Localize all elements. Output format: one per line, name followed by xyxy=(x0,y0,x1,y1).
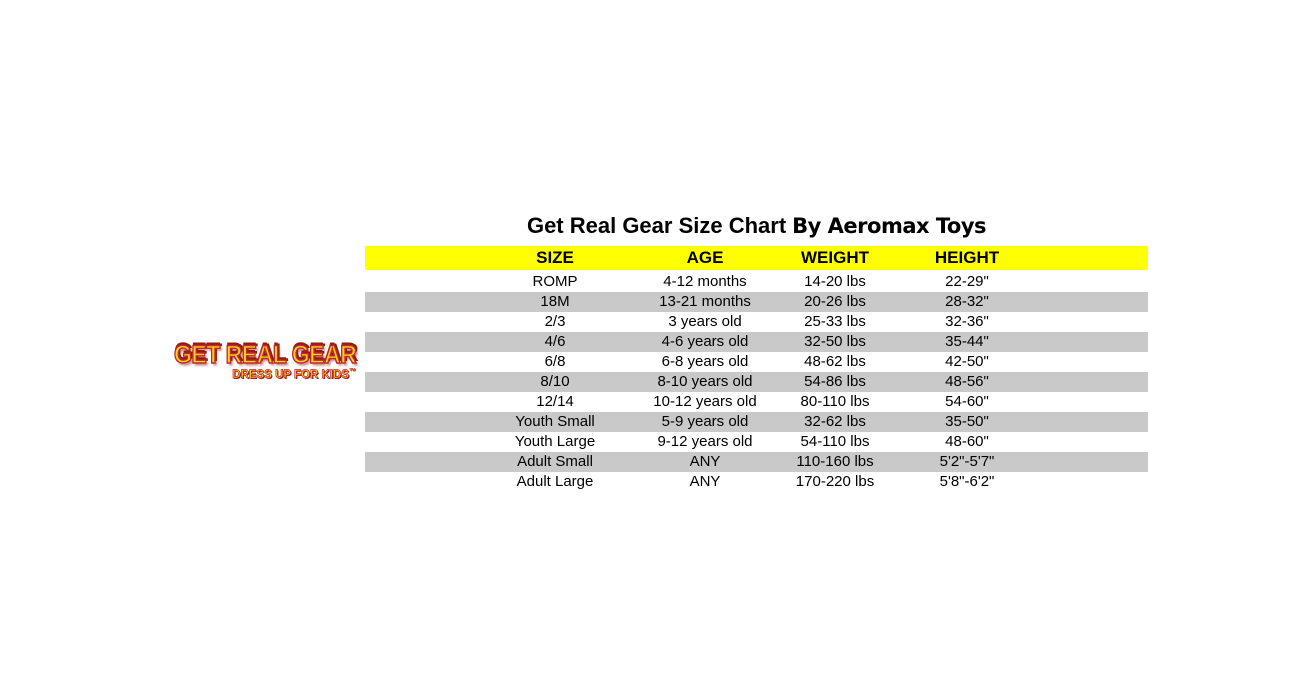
table-cell: 5'2"-5'7" xyxy=(939,453,995,470)
table-cell: 80-110 lbs xyxy=(800,393,870,410)
table-cell: 3 years old xyxy=(668,313,742,330)
table-row: 4/6 4-6 years old 32-50 lbs 35-44" xyxy=(365,332,1148,352)
table-cell: 32-36" xyxy=(945,313,989,330)
table-cell: 54-86 lbs xyxy=(804,373,866,390)
table-cell: 6/8 xyxy=(544,353,566,370)
table-row: 8/10 8-10 years old 54-86 lbs 48-56" xyxy=(365,372,1148,392)
table-cell: 42-50" xyxy=(945,353,989,370)
table-body: ROMP 4-12 months 14-20 lbs 22-29" 18M 13-21 m… xyxy=(365,272,1148,492)
table-cell: 8-10 years old xyxy=(657,373,753,390)
table-row: Adult Small ANY 110-160 lbs 5'2"-5'7" xyxy=(365,452,1148,472)
table-cell: 10-12 years old xyxy=(653,393,757,410)
page-title-by: By Aeromax Toys xyxy=(792,214,987,238)
table-cell: 18M xyxy=(540,293,570,310)
table-row: 12/14 10-12 years old 80-110 lbs 54-60" xyxy=(365,392,1148,412)
table-cell: 170-220 lbs xyxy=(795,473,875,490)
table-cell: 35-44" xyxy=(945,333,989,350)
table-cell: 32-50 lbs xyxy=(804,333,866,350)
table-row: 18M 13-21 months 20-26 lbs 28-32" xyxy=(365,292,1148,312)
table-cell: 12/14 xyxy=(536,393,574,410)
table-cell: Youth Small xyxy=(515,413,595,430)
table-cell: 28-32" xyxy=(945,293,989,310)
table-cell: 9-12 years old xyxy=(657,433,753,450)
table-cell: ROMP xyxy=(532,273,578,290)
table-row: Youth Small 5-9 years old 32-62 lbs 35-50" xyxy=(365,412,1148,432)
page-title: Get Real Gear Size Chart By Aeromax Toys xyxy=(365,213,1148,239)
table-cell: 14-20 lbs xyxy=(804,273,866,290)
table-cell: 13-21 months xyxy=(659,293,751,310)
table-cell: 22-29" xyxy=(945,273,989,290)
column-header-size: SIZE xyxy=(536,248,574,267)
table-cell: 54-110 lbs xyxy=(800,433,870,450)
table-cell: 25-33 lbs xyxy=(804,313,866,330)
size-chart-table: SIZE AGE WEIGHT HEIGHT ROMP 4-12 months 14… xyxy=(365,246,1148,492)
table-cell: 8/10 xyxy=(540,373,570,390)
table-cell: 48-60" xyxy=(945,433,989,450)
table-cell: 5'8"-6'2" xyxy=(939,473,995,490)
table-cell: 35-50" xyxy=(945,413,989,430)
table-cell: Youth Large xyxy=(514,433,596,450)
table-cell: Adult Small xyxy=(517,453,593,470)
column-header-age: AGE xyxy=(686,248,724,267)
table-cell: 4/6 xyxy=(544,333,566,350)
table-row: ROMP 4-12 months 14-20 lbs 22-29" xyxy=(365,272,1148,292)
page-title-main: Get Real Gear Size Chart xyxy=(526,213,787,238)
table-row: Adult Large ANY 170-220 lbs 5'8"-6'2" xyxy=(365,472,1148,492)
table-cell: 48-62 lbs xyxy=(804,353,866,370)
table-row: 6/8 6-8 years old 48-62 lbs 42-50" xyxy=(365,352,1148,372)
table-cell: 4-6 years old xyxy=(661,333,749,350)
table-cell: 2/3 xyxy=(544,313,566,330)
table-cell: 6-8 years old xyxy=(661,353,749,370)
logo-tagline-text: DRESS UP FOR KIDS xyxy=(232,368,349,381)
table-cell: 20-26 lbs xyxy=(804,293,866,310)
get-real-gear-logo: GET REAL GEAR DRESS UP FOR KIDS™ xyxy=(173,339,357,381)
table-cell: Adult Large xyxy=(516,473,594,490)
table-cell: 54-60" xyxy=(945,393,989,410)
table-cell: 4-12 months xyxy=(663,273,747,290)
logo-wordmark: GET REAL GEAR xyxy=(173,339,357,369)
logo-tagline: DRESS UP FOR KIDS™ xyxy=(174,368,356,381)
table-cell: 110-160 lbs xyxy=(796,453,874,470)
table-cell: 5-9 years old xyxy=(661,413,749,430)
trademark-symbol: ™ xyxy=(349,368,356,375)
table-cell: 32-62 lbs xyxy=(804,413,866,430)
table-cell: ANY xyxy=(689,453,721,470)
column-header-weight: WEIGHT xyxy=(801,248,869,267)
table-header-row: SIZE AGE WEIGHT HEIGHT xyxy=(365,246,1148,270)
table-row: 2/3 3 years old 25-33 lbs 32-36" xyxy=(365,312,1148,332)
table-cell: 48-56" xyxy=(945,373,989,390)
table-row: Youth Large 9-12 years old 54-110 lbs 48-60… xyxy=(365,432,1148,452)
table-cell: ANY xyxy=(689,473,721,490)
column-header-height: HEIGHT xyxy=(934,248,1000,267)
